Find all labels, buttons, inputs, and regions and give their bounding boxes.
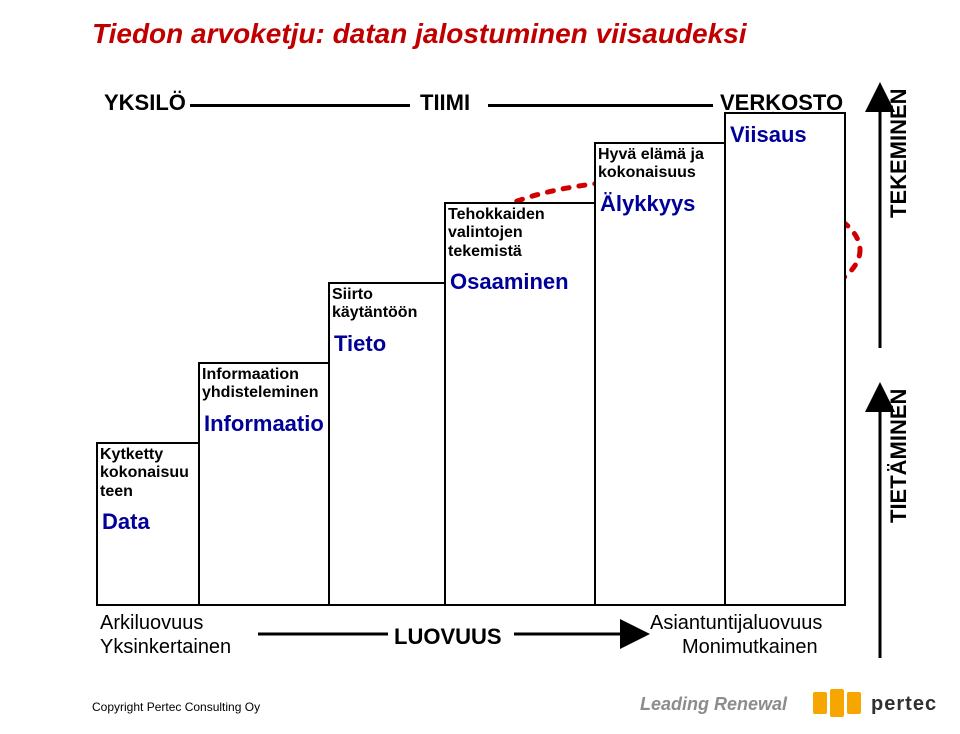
bar-name-2: Tieto bbox=[334, 331, 386, 357]
brand-icon bbox=[813, 692, 861, 717]
bottom-mid: LUOVUUS bbox=[394, 624, 502, 650]
bar-name-0: Data bbox=[102, 509, 150, 535]
label-tietaminen: TIETÄMINEN bbox=[886, 389, 912, 523]
bottom-right-2: Monimutkainen bbox=[682, 636, 818, 659]
bar-name-3: Osaaminen bbox=[450, 269, 569, 295]
bottom-left-1: Arkiluovuus bbox=[100, 612, 203, 635]
top-axis-line-2 bbox=[488, 104, 713, 107]
top-axis-line-1 bbox=[190, 104, 410, 107]
diagram-root: Tiedon arvoketju: datan jalostuminen vii… bbox=[0, 0, 960, 734]
page-title: Tiedon arvoketju: datan jalostuminen vii… bbox=[92, 18, 747, 50]
bar-name-1: Informaatio bbox=[204, 411, 324, 437]
bar-5 bbox=[724, 112, 846, 606]
top-axis-mid: TIIMI bbox=[420, 90, 470, 116]
brand-tagline: Leading Renewal bbox=[640, 694, 787, 715]
copyright: Copyright Pertec Consulting Oy bbox=[92, 700, 260, 714]
top-axis-left: YKSILÖ bbox=[104, 90, 186, 116]
bar-3 bbox=[444, 202, 598, 606]
bar-name-5: Viisaus bbox=[730, 122, 807, 148]
label-tekeminen: TEKEMINEN bbox=[886, 88, 912, 218]
bottom-right-1: Asiantuntijaluovuus bbox=[650, 612, 822, 635]
brand-name: pertec bbox=[871, 693, 937, 716]
brand-logo: Leading Renewal pertec bbox=[640, 692, 937, 717]
bottom-left-2: Yksinkertainen bbox=[100, 636, 231, 659]
bar-name-4: Älykkyys bbox=[600, 191, 695, 217]
